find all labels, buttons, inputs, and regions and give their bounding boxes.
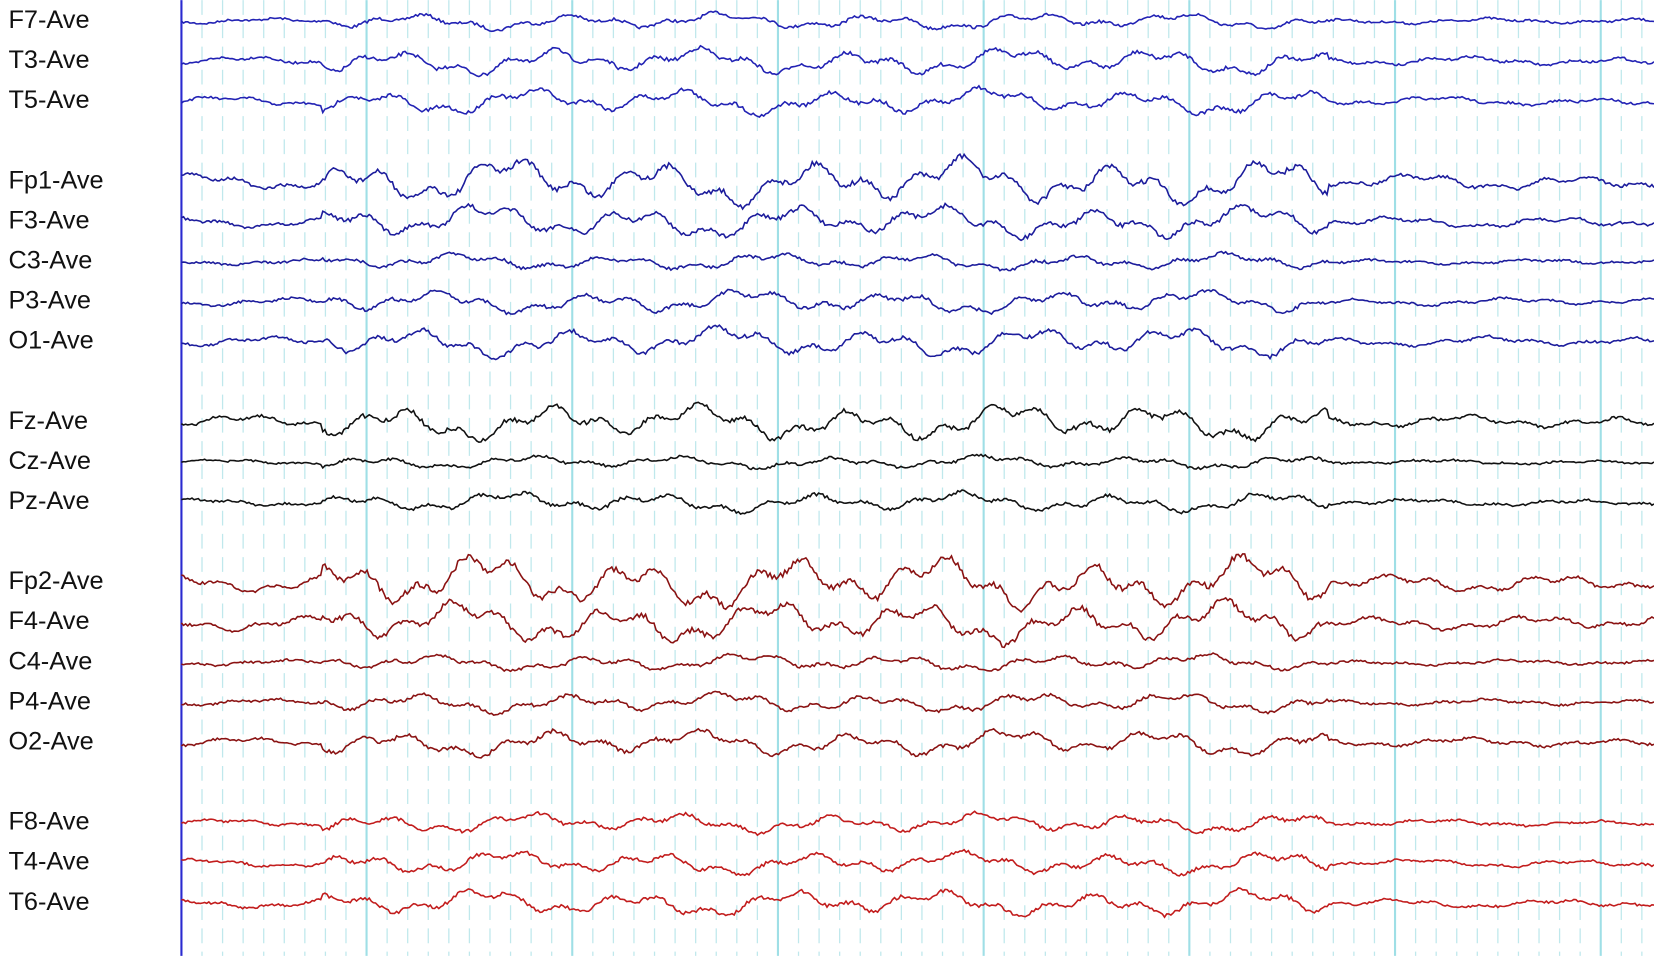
eeg-trace	[181, 848, 1654, 877]
channel-label: Fz-Ave	[8, 407, 88, 435]
eeg-trace	[181, 401, 1654, 443]
traces	[180, 10, 1654, 919]
eeg-trace	[181, 690, 1654, 716]
channel-label: F3-Ave	[8, 206, 89, 234]
eeg-trace	[181, 152, 1654, 211]
channel-label: T4-Ave	[8, 848, 89, 876]
eeg-trace	[181, 44, 1654, 78]
channel-label: T6-Ave	[8, 888, 89, 916]
channel-label: Fp2-Ave	[8, 567, 103, 595]
eeg-trace	[181, 288, 1654, 316]
channel-label: P3-Ave	[8, 287, 91, 315]
eeg-trace	[181, 810, 1654, 837]
channel-label: T5-Ave	[8, 86, 89, 114]
channel-label: F7-Ave	[8, 6, 89, 34]
eeg-trace	[181, 324, 1654, 361]
eeg-trace	[181, 887, 1654, 919]
channel-label: O2-Ave	[8, 727, 93, 755]
channel-labels: F7-Ave T3-Ave T5-Ave Fp1-Ave F3-Ave C3-Ave P3-…	[8, 6, 103, 916]
eeg-trace	[181, 453, 1654, 471]
eeg-trace	[180, 84, 1654, 118]
channel-label: Cz-Ave	[8, 447, 90, 475]
channel-label: Pz-Ave	[8, 487, 89, 515]
eeg-trace	[181, 202, 1654, 242]
channel-label: C3-Ave	[8, 246, 92, 274]
channel-label: F8-Ave	[8, 808, 89, 836]
channel-label: O1-Ave	[8, 327, 93, 355]
channel-label: F4-Ave	[8, 607, 89, 635]
eeg-trace	[181, 250, 1654, 272]
eeg-trace	[180, 727, 1654, 759]
channel-label: P4-Ave	[8, 687, 91, 715]
eeg-trace	[180, 10, 1654, 33]
eeg-trace	[181, 489, 1654, 516]
eeg-trace	[180, 596, 1654, 649]
channel-label: Fp1-Ave	[8, 166, 103, 194]
eeg-trace	[181, 553, 1654, 613]
eeg-trace	[181, 652, 1654, 673]
time-grid	[201, 0, 1643, 956]
channel-label: T3-Ave	[8, 46, 89, 74]
channel-label: C4-Ave	[8, 647, 92, 675]
